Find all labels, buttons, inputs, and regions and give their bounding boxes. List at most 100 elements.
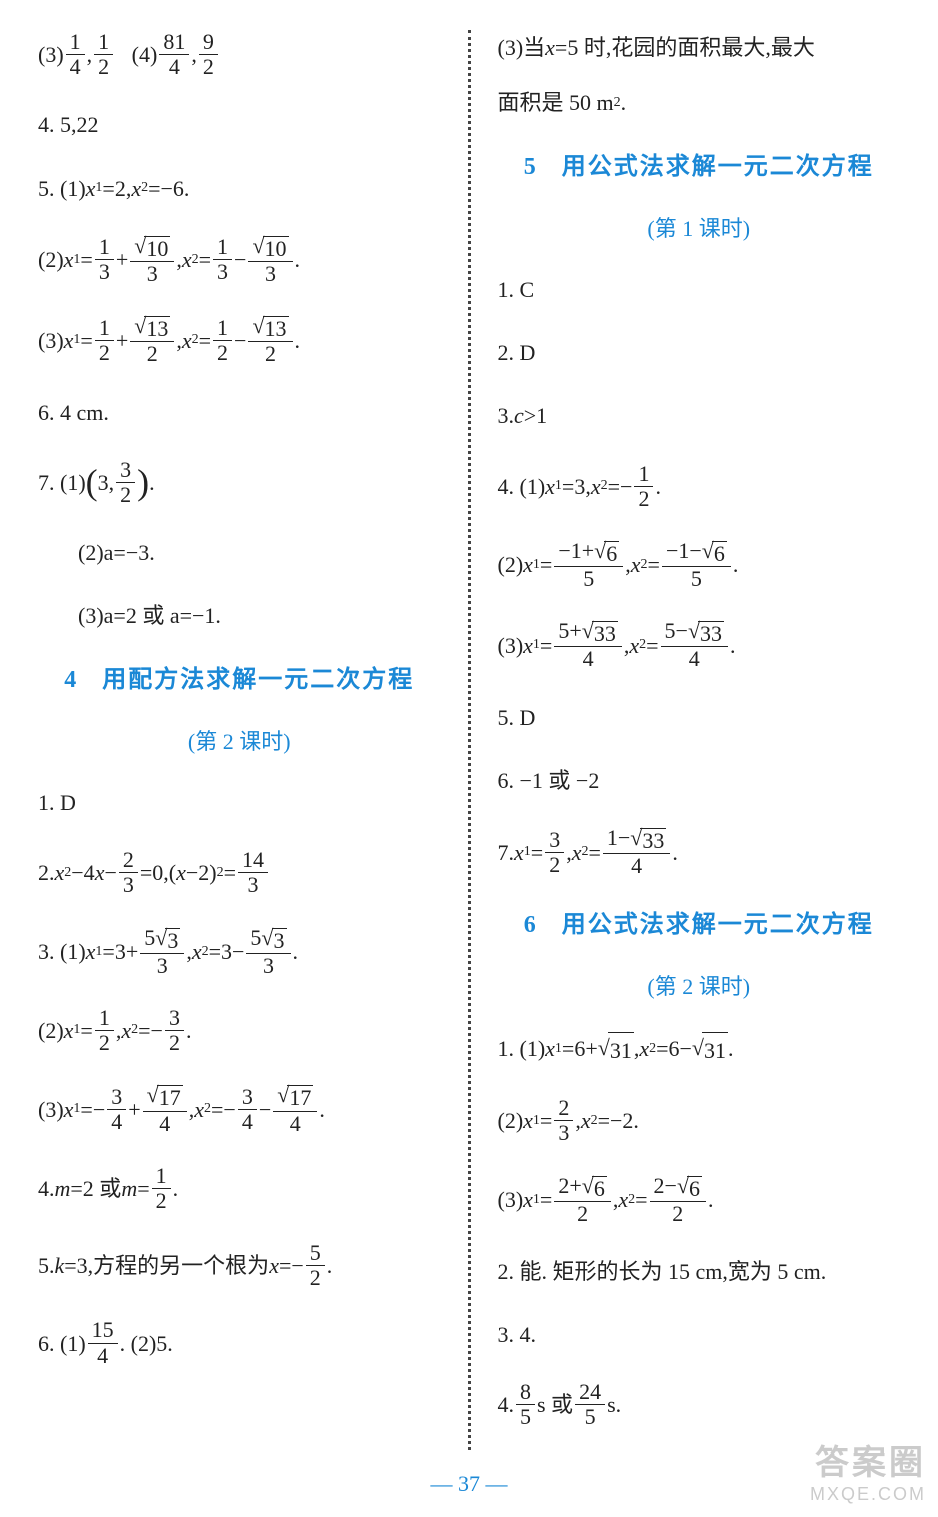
subscript: 1 xyxy=(95,941,102,963)
var-x: x xyxy=(86,171,96,206)
answer-item: 4. m =2 或 m = 12 . xyxy=(38,1164,441,1213)
var-x: x xyxy=(581,1103,591,1138)
superscript: 2 xyxy=(217,862,224,884)
text: −4 xyxy=(71,855,94,890)
label: (4) xyxy=(132,37,158,72)
text: =3, xyxy=(562,469,591,504)
subscript: 2 xyxy=(131,1019,138,1041)
var-x: x xyxy=(64,242,74,277)
answer-item: 7. (1) (3, 32 ). xyxy=(38,458,441,507)
answer-item: 1. C xyxy=(498,272,901,307)
subscript: 2 xyxy=(591,1110,598,1132)
label: (2) xyxy=(498,1103,524,1138)
sqrt: 6 xyxy=(702,539,727,566)
sqrt: 17 xyxy=(147,1083,183,1110)
fraction: 533 xyxy=(246,926,290,978)
subscript: 2 xyxy=(641,554,648,576)
fraction: 103 xyxy=(248,234,292,286)
subscript: 1 xyxy=(533,634,540,656)
answer-item: (2) x1= 12 ,x2=− 32 . xyxy=(38,1006,441,1055)
answer-item: (3) x1= 2+62 ,x2= 2−62 . xyxy=(498,1174,901,1226)
sqrt: 13 xyxy=(134,314,170,341)
text: =2, xyxy=(102,171,131,206)
fraction: 92 xyxy=(199,30,218,79)
paren-left: ( xyxy=(86,468,98,497)
sqrt: 6 xyxy=(582,1174,607,1201)
fraction: 12 xyxy=(152,1164,171,1213)
label: (3) xyxy=(38,1092,64,1127)
label: 3. (1) xyxy=(38,934,86,969)
sqrt: 33 xyxy=(582,619,618,646)
fraction: 132 xyxy=(130,314,174,366)
text: = xyxy=(137,1171,149,1206)
page-container: (3) 14 , 12 (4) 814 , 92 4. 5,22 5. (1) … xyxy=(0,0,938,1460)
text: =− xyxy=(608,469,633,504)
sqrt: 3 xyxy=(155,926,180,953)
superscript: 2 xyxy=(64,862,71,884)
subscript: 2 xyxy=(581,841,588,863)
answer-item: 2. x2 −4 x − 23 =0,( x −2)2 = 143 xyxy=(38,848,441,897)
var-x: x xyxy=(182,323,192,358)
answer-item: 5. D xyxy=(498,700,901,735)
answer-item: 1. D xyxy=(38,785,441,820)
var-x: x xyxy=(86,934,96,969)
var-x: x xyxy=(639,1031,649,1066)
subscript: 2 xyxy=(601,475,608,497)
fraction: 103 xyxy=(130,234,174,286)
subscript: 2 xyxy=(639,634,646,656)
fraction: 34 xyxy=(238,1085,257,1134)
answer-item: 4. (1) x1 =3, x2 =− 12 . xyxy=(498,462,901,511)
answer-item: (3) x1=− 34 + 174 ,x2=− 34 − 174 . xyxy=(38,1083,441,1135)
var-x: x xyxy=(591,469,601,504)
var-x: x xyxy=(131,171,141,206)
answer-item: (2) x1= −1+65 ,x2= −1−65 . xyxy=(498,539,901,591)
var-x: x xyxy=(192,934,202,969)
var-x: x xyxy=(269,1248,279,1283)
answer-item: 3. c >1 xyxy=(498,398,901,433)
text: , xyxy=(191,37,197,72)
answer-item: 3. (1) x1 =3+ 533 ,x2 =3− 533 . xyxy=(38,926,441,978)
left-column: (3) 14 , 12 (4) 814 , 92 4. 5,22 5. (1) … xyxy=(20,30,466,1450)
label: (3) xyxy=(38,323,64,358)
answer-item: 5. (1) x1 =2, x2 =−6. xyxy=(38,171,441,206)
sqrt: 10 xyxy=(252,234,288,261)
answer-item: (3)a=2 或 a=−1. xyxy=(38,598,441,633)
var-x: x xyxy=(545,30,555,65)
fraction: 32 xyxy=(545,828,564,877)
fraction: 52 xyxy=(306,1241,325,1290)
text: − xyxy=(104,855,116,890)
subscript: 2 xyxy=(192,249,199,271)
label: 7. (1) xyxy=(38,465,86,500)
fraction: 533 xyxy=(140,926,184,978)
fraction: 13 xyxy=(95,235,114,284)
section-subheading: (第 2 课时) xyxy=(498,969,901,1004)
section-text: 用配方法求解一元二次方程 xyxy=(102,667,414,693)
text: s 或 xyxy=(537,1387,573,1422)
answer-item: (3) 14 , 12 (4) 814 , 92 xyxy=(38,30,441,79)
var-x: x xyxy=(64,1092,74,1127)
fraction: 814 xyxy=(159,30,189,79)
label: (2) xyxy=(38,242,64,277)
var-x: x xyxy=(572,835,582,870)
text: = xyxy=(224,855,236,890)
answer-item: 6. −1 或 −2 xyxy=(498,763,901,798)
answer-item: 4. 85 s 或 245 s. xyxy=(498,1380,901,1429)
text: =6− xyxy=(656,1031,692,1066)
label: (3)当 xyxy=(498,30,546,65)
sqrt: 17 xyxy=(277,1083,313,1110)
text: =0,( xyxy=(140,855,176,890)
text: =−6. xyxy=(148,171,189,206)
answer-item: 6. 4 cm. xyxy=(38,395,441,430)
text: =2 或 xyxy=(70,1171,121,1206)
subscript: 2 xyxy=(649,1038,656,1060)
text: , xyxy=(87,37,93,72)
fraction: 32 xyxy=(116,458,135,507)
sqrt: 6 xyxy=(594,539,619,566)
sqrt: 33 xyxy=(630,826,666,853)
var-x: x xyxy=(514,835,524,870)
fraction: 174 xyxy=(273,1083,317,1135)
fraction: 12 xyxy=(634,462,653,511)
label: 5. (1) xyxy=(38,171,86,206)
section-subheading: (第 2 课时) xyxy=(38,724,441,759)
fraction: −1−65 xyxy=(662,539,731,591)
